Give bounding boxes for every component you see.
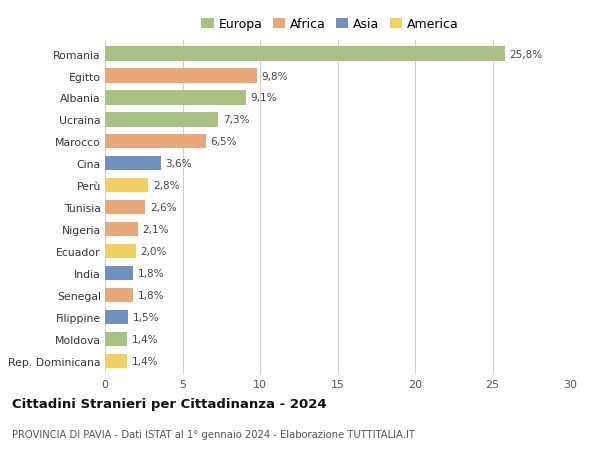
Bar bbox=[105, 223, 137, 237]
Text: 2,1%: 2,1% bbox=[142, 224, 169, 235]
Bar bbox=[105, 354, 127, 368]
Bar bbox=[105, 113, 218, 127]
Legend: Europa, Africa, Asia, America: Europa, Africa, Asia, America bbox=[196, 13, 464, 36]
Bar bbox=[105, 179, 148, 193]
Bar bbox=[105, 69, 257, 84]
Text: Cittadini Stranieri per Cittadinanza - 2024: Cittadini Stranieri per Cittadinanza - 2… bbox=[12, 397, 326, 410]
Text: 6,5%: 6,5% bbox=[211, 137, 237, 147]
Text: 2,6%: 2,6% bbox=[150, 203, 176, 213]
Bar bbox=[105, 91, 246, 106]
Text: PROVINCIA DI PAVIA - Dati ISTAT al 1° gennaio 2024 - Elaborazione TUTTITALIA.IT: PROVINCIA DI PAVIA - Dati ISTAT al 1° ge… bbox=[12, 429, 415, 439]
Bar bbox=[105, 135, 206, 149]
Bar bbox=[105, 157, 161, 171]
Text: 25,8%: 25,8% bbox=[509, 50, 542, 59]
Text: 2,8%: 2,8% bbox=[153, 181, 179, 191]
Text: 1,8%: 1,8% bbox=[137, 269, 164, 278]
Bar bbox=[105, 288, 133, 302]
Bar bbox=[105, 332, 127, 346]
Bar bbox=[105, 47, 505, 62]
Bar bbox=[105, 244, 136, 258]
Bar bbox=[105, 201, 145, 215]
Bar bbox=[105, 266, 133, 280]
Bar bbox=[105, 310, 128, 324]
Text: 1,8%: 1,8% bbox=[137, 290, 164, 300]
Text: 1,4%: 1,4% bbox=[131, 334, 158, 344]
Text: 9,1%: 9,1% bbox=[251, 93, 277, 103]
Text: 7,3%: 7,3% bbox=[223, 115, 250, 125]
Text: 1,4%: 1,4% bbox=[131, 356, 158, 366]
Text: 9,8%: 9,8% bbox=[262, 71, 288, 81]
Text: 2,0%: 2,0% bbox=[140, 246, 167, 257]
Text: 1,5%: 1,5% bbox=[133, 312, 160, 322]
Text: 3,6%: 3,6% bbox=[166, 159, 192, 169]
